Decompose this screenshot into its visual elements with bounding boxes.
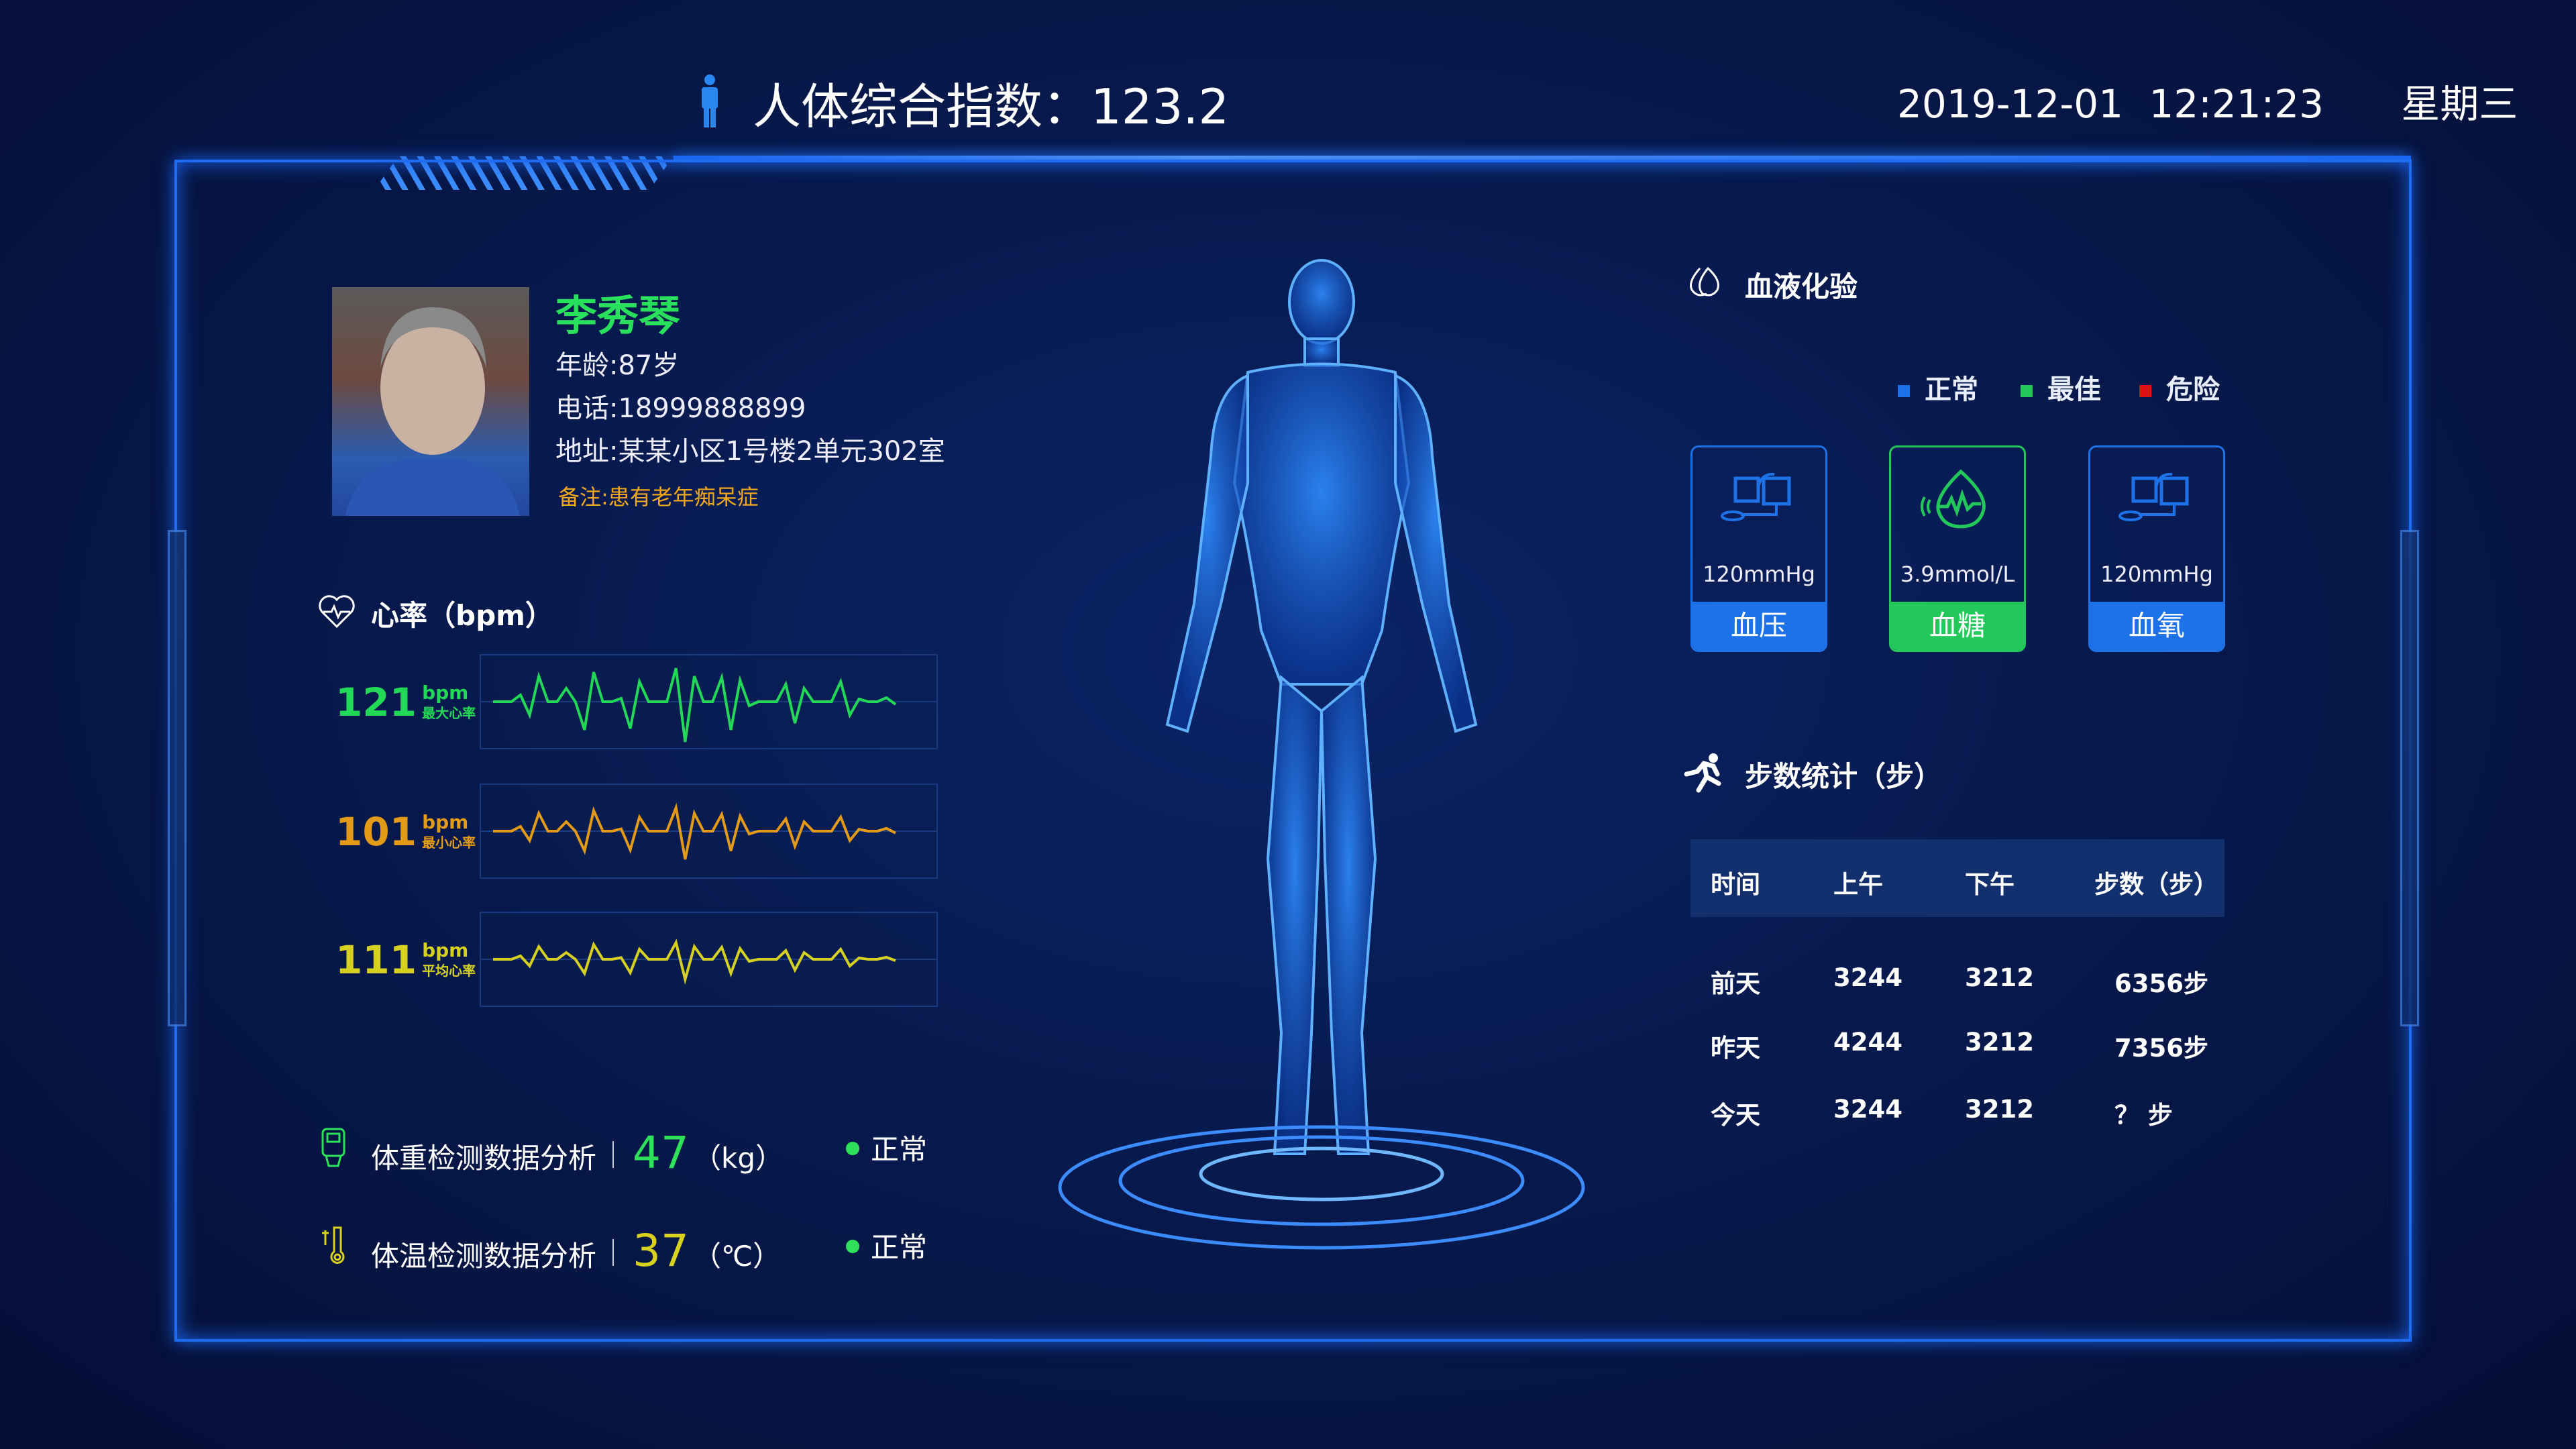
steps-cell: 4244 (1833, 1028, 1902, 1057)
metric-status: 正常 (871, 1231, 928, 1264)
running-icon (1684, 753, 1721, 793)
divider (612, 1239, 614, 1266)
steps-cell: 昨天 (1711, 1034, 1760, 1063)
legend-label: 最佳 (2047, 374, 2101, 405)
header-line (674, 156, 2411, 160)
heart-rate-wave-0 (480, 667, 938, 743)
heart-rate-unit: bpm (422, 810, 469, 833)
steps-cell: 3212 (1965, 963, 2034, 992)
heart-rate-value: 121 (335, 680, 417, 725)
datetime: 2019-12-01 12:21:23 星期三 (1897, 72, 2518, 129)
date-time: 2019-12-01 12:21:23 (1897, 81, 2324, 127)
heart-rate-wave-2 (480, 938, 938, 985)
steps-cell: 3244 (1833, 1095, 1902, 1124)
steps-cell: 3244 (1833, 963, 1902, 992)
metric-unit: （℃） (693, 1240, 782, 1273)
blood-card-1[interactable]: 3.9mmol/L 血糖 (1889, 445, 2026, 652)
status-dot (846, 1240, 859, 1253)
heart-rate-value-row: 111 bpm 平均心率 (335, 937, 476, 983)
blood-card-label: 血糖 (1891, 602, 2024, 650)
steps-column-header: 下午 (1965, 870, 2015, 899)
patient-phone: 电话:18999888899 (555, 393, 806, 424)
blood-card-value: 3.9mmol/L (1900, 561, 2015, 587)
metric-unit: （kg） (693, 1142, 784, 1175)
metric-value: 37 (633, 1225, 689, 1277)
metric-label: 体重检测数据分析 (371, 1142, 597, 1175)
steps-cell: 今天 (1711, 1101, 1760, 1130)
steps-cell: 6356步 (2114, 969, 2208, 998)
heart-rate-icon (319, 595, 355, 629)
steps-title: 步数统计（步） (1745, 760, 1943, 793)
human-body-model (1058, 259, 1585, 1250)
legend-item: 最佳 (2021, 368, 2101, 407)
patient-age: 年龄:87岁 (555, 350, 680, 381)
metric-row: 体温检测数据分析 37 （℃） 正常 (371, 1225, 927, 1277)
metric-label: 体温检测数据分析 (371, 1240, 597, 1273)
heart-rate-title: 心率（bpm） (371, 599, 553, 632)
blood-card-value: 120mmHg (1703, 561, 1815, 587)
thermometer-icon (322, 1226, 345, 1264)
steps-table-header (1690, 839, 2224, 917)
blood-card-0[interactable]: 120mmHg 血压 (1690, 445, 1827, 652)
blood-drops-icon (1690, 266, 1719, 297)
heart-rate-label: 平均心率 (422, 962, 476, 979)
metric-row: 体重检测数据分析 47 （kg） 正常 (371, 1127, 927, 1179)
steps-column-header: 步数（步） (2094, 870, 2218, 899)
metric-status: 正常 (871, 1133, 928, 1166)
steps-cell: 3212 (1965, 1028, 2034, 1057)
blood-test-title: 血液化验 (1745, 270, 1858, 303)
legend-label: 危险 (2166, 374, 2220, 405)
patient-note: 备注:患有老年痴呆症 (558, 484, 759, 510)
body-index-title: 人体综合指数：123.2 (753, 78, 1230, 135)
left-side-decor (168, 530, 186, 1026)
steps-cell: 3212 (1965, 1095, 2034, 1124)
steps-column-header: 上午 (1833, 870, 1883, 899)
legend-item: 正常 (1898, 368, 1978, 407)
status-dot (846, 1142, 859, 1155)
heart-rate-value-row: 121 bpm 最大心率 (335, 680, 476, 725)
divider (612, 1141, 614, 1168)
heart-rate-label: 最小心率 (422, 834, 476, 851)
steps-cell: ？ 步 (2114, 1101, 2173, 1130)
legend-label: 正常 (1925, 374, 1978, 405)
person-icon (702, 74, 718, 127)
heart-rate-unit: bpm (422, 681, 469, 704)
blood-card-label: 血压 (1693, 602, 1825, 650)
legend-swatch (1898, 385, 1910, 397)
patient-address: 地址:某某小区1号楼2单元302室 (555, 436, 945, 467)
weight-scale-icon (321, 1128, 345, 1167)
blood-card-label: 血氧 (2090, 602, 2223, 650)
legend-swatch (2021, 385, 2033, 397)
heart-rate-value: 101 (335, 809, 417, 855)
right-side-decor (2400, 530, 2419, 1026)
patient-name: 李秀琴 (555, 291, 681, 340)
heart-rate-wave-1 (480, 802, 938, 860)
blood-card-2[interactable]: 120mmHg 血氧 (2088, 445, 2225, 652)
heart-rate-value: 111 (335, 937, 417, 983)
steps-cell: 7356步 (2114, 1034, 2208, 1063)
heart-rate-value-row: 101 bpm 最小心率 (335, 809, 476, 855)
blood-card-value: 120mmHg (2100, 561, 2213, 587)
legend-swatch (2139, 385, 2151, 397)
heart-rate-label: 最大心率 (422, 704, 476, 721)
weekday: 星期三 (2401, 81, 2518, 127)
heart-rate-unit: bpm (422, 938, 469, 961)
metric-value: 47 (633, 1127, 689, 1179)
legend-item: 危险 (2139, 368, 2220, 407)
patient-photo (332, 287, 529, 516)
steps-column-header: 时间 (1711, 870, 1760, 899)
steps-cell: 前天 (1711, 969, 1760, 998)
